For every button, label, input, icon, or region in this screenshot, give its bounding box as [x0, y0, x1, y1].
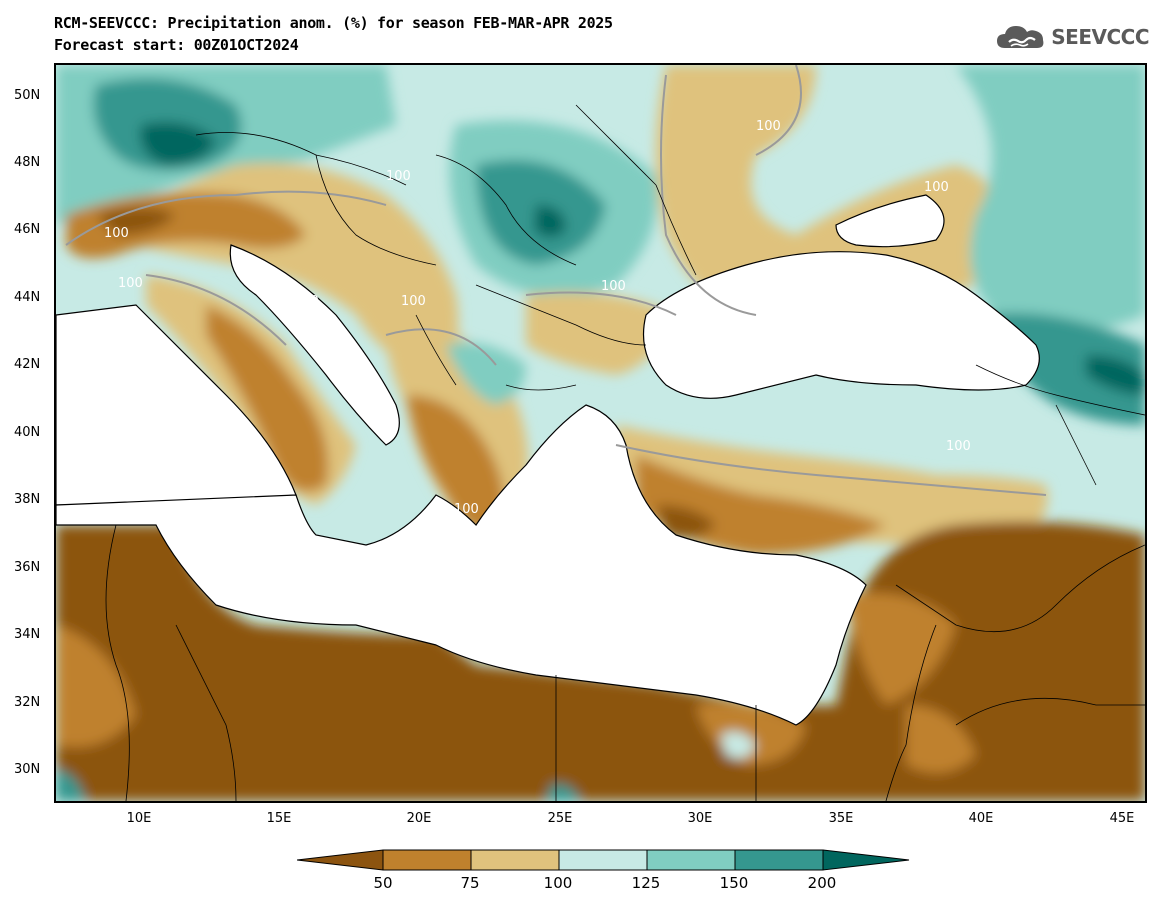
colorbar-segment	[734, 849, 824, 871]
precipitation-anomaly-map: 100 100 100 100 100 100 100 100 100 100	[54, 63, 1147, 803]
region-nw-extreme	[140, 122, 216, 165]
forecast-start-subtitle: Forecast start: 00Z01OCT2024	[54, 36, 299, 54]
colorbar-label: 150	[719, 874, 749, 892]
lat-label: 50N	[14, 88, 41, 103]
contour-label: 100	[924, 180, 949, 195]
contour-label: 100	[601, 279, 626, 294]
adriatic-sea	[229, 244, 400, 446]
contour-label: 100	[401, 294, 426, 309]
region-romania-dry	[526, 292, 676, 375]
map-title: RCM-SEEVCCC: Precipitation anom. (%) for…	[54, 14, 613, 32]
region-corner-wet	[56, 770, 86, 801]
colorbar-segment	[382, 849, 472, 871]
colorbar-segment	[470, 849, 560, 871]
colorbar-segment	[646, 849, 736, 871]
colorbar-label: 125	[631, 874, 661, 892]
contour-label: 100	[294, 294, 319, 309]
lat-label: 30N	[14, 762, 41, 777]
region-greece-dry	[406, 395, 504, 535]
lat-label: 44N	[14, 290, 41, 305]
lat-label: 36N	[14, 560, 41, 575]
contour-label: 100	[756, 119, 781, 134]
region-alps-very-dry	[96, 207, 176, 235]
lon-label: 10E	[126, 811, 152, 826]
mediterranean-sea	[56, 404, 867, 726]
region-africa-moderate	[696, 702, 806, 765]
lon-label: 15E	[266, 811, 292, 826]
lon-label: 25E	[547, 811, 573, 826]
contour-label: 100	[104, 226, 129, 241]
colorbar-svg	[296, 849, 910, 871]
colorbar-segment	[822, 849, 910, 871]
lon-label: 35E	[828, 811, 854, 826]
lat-label: 34N	[14, 627, 41, 642]
lon-label: 30E	[687, 811, 713, 826]
country-borders	[105, 104, 1145, 801]
region-balkan-wet	[446, 342, 526, 405]
contour-label: 100	[454, 502, 479, 517]
seevccc-logo: SEEVCCC	[995, 22, 1149, 52]
lat-label: 32N	[14, 695, 41, 710]
region-carpathian-extreme	[534, 205, 566, 238]
colorbar-label: 100	[543, 874, 573, 892]
black-sea	[642, 251, 1040, 399]
lat-label: 40N	[14, 425, 41, 440]
colorbar-label: 200	[807, 874, 837, 892]
colorbar-label: 75	[460, 874, 480, 892]
lat-label: 48N	[14, 155, 41, 170]
lat-label: 46N	[14, 222, 41, 237]
contour-label-group: 100 100 100 100 100 100 100 100 100 100	[104, 119, 971, 517]
lon-label: 45E	[1109, 811, 1135, 826]
region-caucasus-wet	[956, 65, 1145, 333]
colorbar-label: 50	[373, 874, 393, 892]
region-africa-moderate-2	[906, 705, 976, 773]
colorbar-segment	[296, 849, 384, 871]
tyrrhenian-sea	[56, 304, 297, 506]
contour-lines	[65, 65, 1047, 496]
region-ukraine-dry	[656, 65, 1008, 318]
sea-areas	[56, 194, 1040, 726]
map-canvas: 100 100 100 100 100 100 100 100 100 100	[56, 65, 1145, 801]
contour-label: 100	[386, 169, 411, 184]
lat-label: 42N	[14, 357, 41, 372]
colorbar	[296, 849, 911, 876]
region-italy-very-dry	[206, 305, 328, 492]
region-egypt-wet	[721, 731, 756, 759]
contour-label: 100	[118, 276, 143, 291]
contour-label: 100	[946, 439, 971, 454]
region-africa-moderate-3	[56, 625, 136, 747]
region-caucasus-extreme	[1086, 355, 1145, 395]
logo-text: SEEVCCC	[1051, 25, 1149, 49]
sea-of-azov	[835, 194, 945, 248]
region-levant-moderate	[846, 593, 956, 705]
lat-label: 38N	[14, 492, 41, 507]
region-africa-dry	[56, 521, 1145, 801]
lon-label: 20E	[406, 811, 432, 826]
cloud-icon	[997, 26, 1044, 48]
colorbar-segment	[558, 849, 648, 871]
region-libya-wet	[546, 784, 581, 801]
lon-label: 40E	[968, 811, 994, 826]
region-turkey-extreme-dry	[656, 505, 716, 539]
